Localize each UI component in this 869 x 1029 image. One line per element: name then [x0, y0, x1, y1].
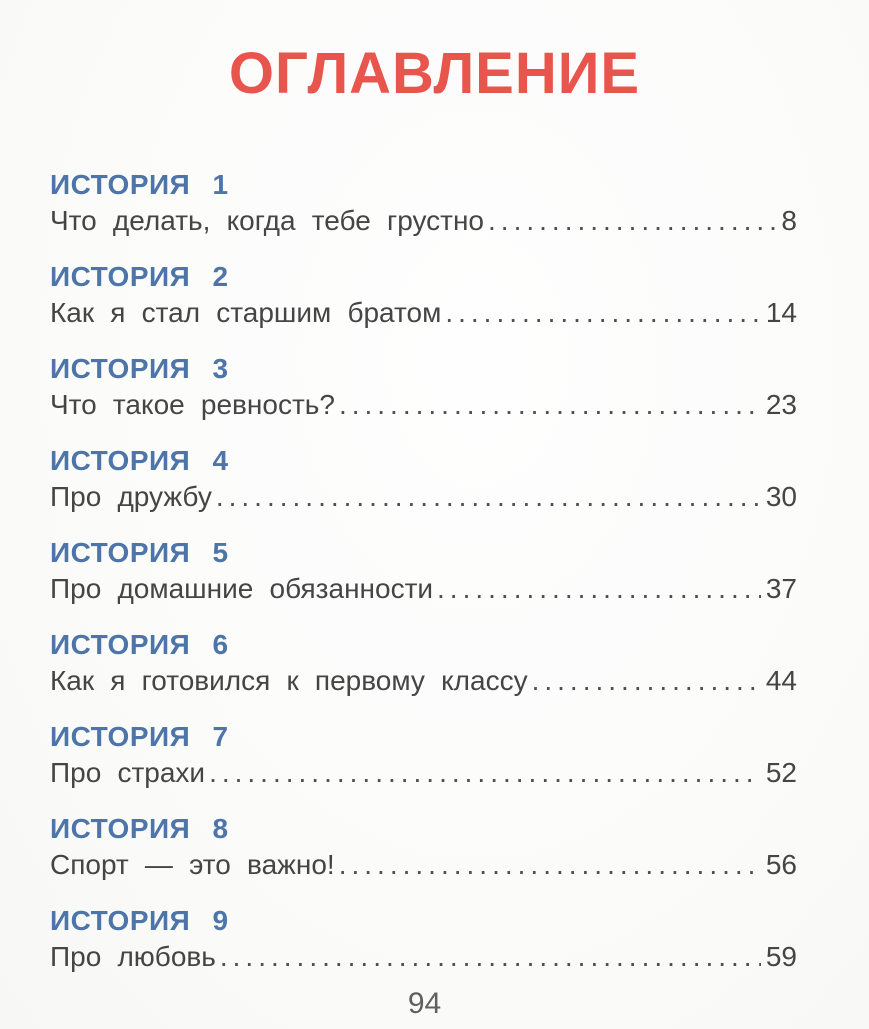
- page-title: ОГЛАВЛЕНИЕ: [228, 41, 641, 106]
- entry-heading: ИСТОРИЯ 5: [50, 537, 229, 568]
- dot-leader: ........................................…: [437, 573, 761, 604]
- entry-page-number: 52: [765, 757, 797, 788]
- dot-leader: ........................................…: [445, 297, 761, 328]
- entry-page-number: 14: [765, 297, 797, 328]
- toc-entry: ИСТОРИЯ 6 Как я готовился к первому клас…: [50, 627, 797, 698]
- footer-page-number: 94: [407, 987, 442, 1020]
- toc-entry: ИСТОРИЯ 1 Что делать, когда тебе грустно…: [50, 167, 797, 238]
- toc-entry: ИСТОРИЯ 2 Как я стал старшим братом ....…: [50, 259, 797, 330]
- entry-heading: ИСТОРИЯ 1: [50, 169, 229, 200]
- entry-row: Что делать, когда тебе грустно .........…: [50, 203, 797, 238]
- entry-title: Как я стал старшим братом: [50, 297, 442, 328]
- entry-heading: ИСТОРИЯ 3: [50, 353, 229, 384]
- entry-heading: ИСТОРИЯ 7: [50, 721, 229, 752]
- entry-heading: ИСТОРИЯ 4: [50, 445, 229, 476]
- entry-title: Что делать, когда тебе грустно: [50, 205, 485, 236]
- dot-leader: ........................................…: [215, 481, 761, 512]
- entry-page-number: 37: [765, 573, 797, 604]
- dot-leader: ........................................…: [209, 757, 761, 788]
- entry-row: Спорт — это важно! .....................…: [50, 847, 797, 882]
- toc-entry: ИСТОРИЯ 9 Про любовь ...................…: [50, 903, 797, 974]
- entry-page-number: 8: [781, 205, 797, 236]
- dot-leader: ........................................…: [338, 849, 761, 880]
- entry-row: Как я стал старшим братом ..............…: [50, 295, 797, 330]
- entry-title: Спорт — это важно!: [50, 849, 335, 880]
- entry-title: Как я готовился к первому классу: [50, 665, 528, 696]
- toc-entry: ИСТОРИЯ 4 Про дружбу ...................…: [50, 443, 797, 514]
- entry-heading: ИСТОРИЯ 8: [50, 813, 229, 844]
- entry-page-number: 23: [765, 389, 797, 420]
- entry-row: Про любовь .............................…: [50, 939, 797, 974]
- entry-row: Про дружбу .............................…: [50, 479, 797, 514]
- entry-title: Про дружбу: [50, 481, 212, 512]
- entry-row: Про домашние обязанности ...............…: [50, 571, 797, 606]
- toc-entry: ИСТОРИЯ 5 Про домашние обязанности .....…: [50, 535, 797, 606]
- toc-entries: ИСТОРИЯ 1 Что делать, когда тебе грустно…: [0, 167, 869, 974]
- entry-heading: ИСТОРИЯ 9: [50, 905, 229, 936]
- entry-title: Про любовь: [50, 941, 216, 972]
- entry-row: Как я готовился к первому классу .......…: [50, 663, 797, 698]
- entry-heading: ИСТОРИЯ 6: [50, 629, 229, 660]
- entry-page-number: 30: [765, 481, 797, 512]
- entry-page-number: 56: [765, 849, 797, 880]
- entry-page-number: 44: [765, 665, 797, 696]
- entry-heading: ИСТОРИЯ 2: [50, 261, 229, 292]
- entry-row: Что такое ревность? ....................…: [50, 387, 797, 422]
- entry-title: Про домашние обязанности: [50, 573, 434, 604]
- entry-title: Что такое ревность?: [50, 389, 335, 420]
- entry-row: Про страхи .............................…: [50, 755, 797, 790]
- dot-leader: ........................................…: [219, 941, 761, 972]
- dot-leader: ........................................…: [488, 205, 776, 236]
- entry-title: Про страхи: [50, 757, 206, 788]
- toc-entry: ИСТОРИЯ 7 Про страхи ...................…: [50, 719, 797, 790]
- entry-page-number: 59: [765, 941, 797, 972]
- dot-leader: ........................................…: [531, 665, 761, 696]
- dot-leader: ........................................…: [338, 389, 761, 420]
- toc-entry: ИСТОРИЯ 8 Спорт — это важно! ...........…: [50, 811, 797, 882]
- toc-entry: ИСТОРИЯ 3 Что такое ревность? ..........…: [50, 351, 797, 422]
